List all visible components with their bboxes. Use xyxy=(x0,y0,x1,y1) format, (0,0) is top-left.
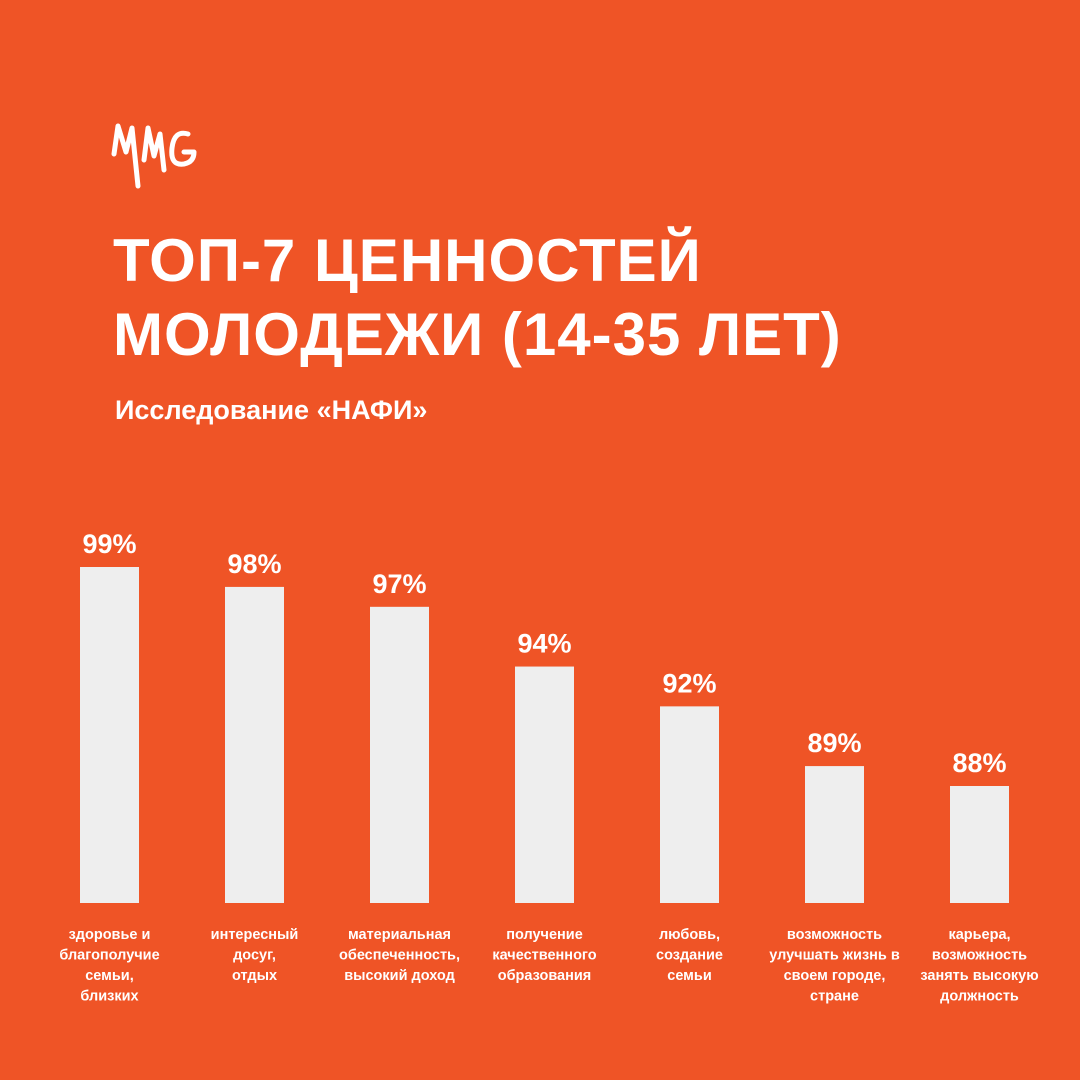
category-label-1-line-4: близких xyxy=(80,989,138,1005)
category-label-6-line-4: стране xyxy=(810,989,859,1005)
category-label-7-line-4: должность xyxy=(940,989,1019,1005)
category-label-3: материальная обеспеченность, высокий доход xyxy=(339,927,460,984)
category-label-4-line-3: образования xyxy=(498,968,592,984)
mmg-logo xyxy=(111,123,197,189)
category-label-6-line-1: возможность xyxy=(787,927,882,943)
subtitle: Исследование «НАФИ» xyxy=(115,395,428,425)
category-label-6-line-3: своем городе, xyxy=(784,968,886,984)
category-label-3-line-2: обеспеченность, xyxy=(339,948,460,964)
category-label-1-line-2: благополучие xyxy=(59,948,159,964)
category-label-1: здоровье и благополучие семьи, близких xyxy=(59,927,159,1005)
bar-5 xyxy=(660,706,719,903)
category-label-3-line-3: высокий доход xyxy=(344,968,455,984)
category-label-2-line-1: интересный xyxy=(211,927,299,943)
value-label-5: 92% xyxy=(662,668,716,698)
category-label-7-line-3: занять высокую xyxy=(920,968,1038,984)
category-label-1-line-3: семьи, xyxy=(85,968,134,984)
value-label-7: 88% xyxy=(952,748,1006,778)
bar-3 xyxy=(370,606,429,903)
bar-7 xyxy=(950,786,1009,903)
category-label-7-line-1: карьера, xyxy=(948,927,1010,943)
category-label-4: получение качественного образования xyxy=(492,927,596,984)
title-line-2: МОЛОДЕЖИ (14-35 ЛЕТ) xyxy=(113,301,842,368)
category-label-6-line-2: улучшать жизнь в xyxy=(769,948,900,964)
category-label-3-line-1: материальная xyxy=(348,927,451,943)
category-label-6: возможность улучшать жизнь в своем городе,… xyxy=(769,927,900,1005)
category-label-1-line-1: здоровье и xyxy=(69,927,151,943)
category-label-5-line-3: семьи xyxy=(667,968,712,984)
category-label-2-line-3: отдых xyxy=(232,968,277,984)
value-label-6: 89% xyxy=(807,728,861,758)
bar-2 xyxy=(225,586,284,903)
category-label-5-line-2: создание xyxy=(656,948,723,964)
category-label-4-line-1: получение xyxy=(506,927,583,943)
category-label-2: интересный досуг, отдых xyxy=(211,927,299,984)
bar-6 xyxy=(805,766,864,903)
value-label-1: 99% xyxy=(82,529,136,559)
title-line-1: ТОП-7 ЦЕННОСТЕЙ xyxy=(113,227,702,294)
value-label-3: 97% xyxy=(372,569,426,599)
page-title: ТОП-7 ЦЕННОСТЕЙ МОЛОДЕЖИ (14-35 ЛЕТ) xyxy=(113,224,1013,372)
category-label-2-line-2: досуг, xyxy=(233,948,276,964)
category-label-5-line-1: любовь, xyxy=(659,927,720,943)
category-label-4-line-2: качественного xyxy=(492,948,596,964)
category-label-5: любовь, создание семьи xyxy=(656,927,723,984)
bar-1 xyxy=(80,567,139,903)
value-label-4: 94% xyxy=(517,629,571,659)
category-label-7-line-2: возможность xyxy=(932,948,1027,964)
value-label-2: 98% xyxy=(227,549,281,579)
bar-4 xyxy=(515,666,574,903)
category-label-7: карьера, возможность занять высокую должнос… xyxy=(920,927,1038,1005)
